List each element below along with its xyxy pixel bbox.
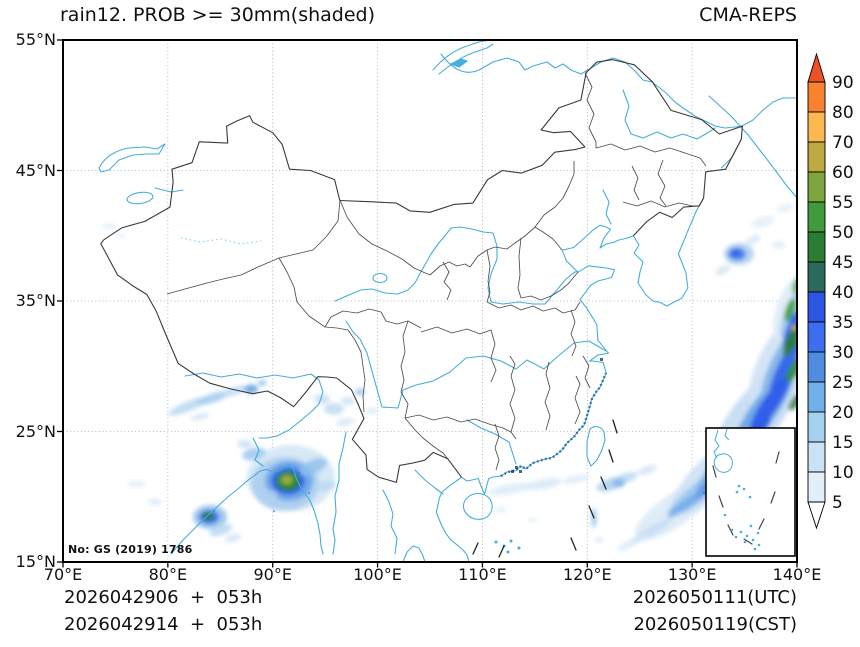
colorbar-tick-label: 40 bbox=[832, 283, 854, 303]
korea-coastline bbox=[632, 197, 705, 307]
lake-baikal bbox=[432, 40, 494, 75]
inset-dash-line bbox=[712, 451, 780, 545]
colorbar-tick-label: 10 bbox=[832, 463, 854, 483]
lon-tick-label: 70°E bbox=[43, 565, 83, 584]
lon-tick-label: 110°E bbox=[458, 565, 507, 584]
colorbar-segment bbox=[807, 411, 826, 443]
lon-tick-label: 90°E bbox=[253, 565, 292, 584]
colorbar-under-arrow bbox=[807, 501, 826, 530]
lon-tick-label: 80°E bbox=[148, 565, 188, 584]
colorbar-tick-label: 90 bbox=[832, 73, 854, 93]
colorbar: 90 80 70 60 55 50 45 40 35 30 25 20 15 10 5 bbox=[807, 52, 854, 530]
amur-river bbox=[440, 53, 797, 129]
colorbar-segment bbox=[807, 111, 826, 143]
sea-background bbox=[63, 40, 797, 562]
colorbar-segment bbox=[807, 291, 826, 323]
valid-time-utc: 2026050111(UTC) bbox=[632, 587, 797, 608]
colorbar-tick-label: 20 bbox=[832, 403, 854, 423]
mekong-river bbox=[382, 489, 398, 555]
lat-tick-label: 55°N bbox=[15, 30, 56, 49]
gulf-of-thailand-coast bbox=[402, 545, 426, 562]
colorbar-tick-label: 70 bbox=[832, 133, 854, 153]
brahmaputra-river bbox=[184, 372, 324, 439]
songhua-river bbox=[622, 89, 716, 140]
inset-hainan bbox=[713, 453, 733, 473]
lon-tick-label: 120°E bbox=[562, 565, 612, 584]
colorbar-segment bbox=[807, 381, 826, 413]
colorbar-tick-label: 5 bbox=[832, 493, 843, 513]
red-river bbox=[414, 469, 444, 495]
coastlines-rivers-lakes bbox=[98, 40, 797, 562]
qinghai-lake bbox=[372, 272, 388, 284]
gridlines bbox=[63, 40, 797, 562]
lat-tick-label: 15°N bbox=[15, 552, 56, 571]
colorbar-tick-label: 45 bbox=[832, 253, 854, 273]
pearl-delta-dots bbox=[511, 358, 603, 473]
license-note: No: GS (2019) 1786 bbox=[68, 543, 193, 556]
colorbar-segment bbox=[807, 471, 826, 503]
lat-tick-label: 45°N bbox=[15, 160, 56, 180]
ili-river bbox=[154, 187, 184, 193]
valid-time-cst: 2026050119(CST) bbox=[633, 614, 797, 635]
colorbar-tick-label: 55 bbox=[832, 193, 854, 213]
colorbar-tick-label: 50 bbox=[832, 223, 854, 243]
init-time-utc: 2026042906 + 053h bbox=[64, 587, 263, 608]
colorbar-segment bbox=[807, 201, 826, 233]
lon-tick-label: 140°E bbox=[772, 565, 822, 584]
yangtze-river bbox=[345, 320, 607, 409]
irrawaddy-river bbox=[332, 431, 347, 555]
colorbar-segment bbox=[807, 81, 826, 113]
colorbar-over-arrow bbox=[807, 52, 826, 83]
ganges-river bbox=[252, 437, 264, 467]
colorbar-tick-label: 35 bbox=[832, 313, 854, 333]
colorbar-segment bbox=[807, 321, 826, 353]
colorbar-segment bbox=[807, 261, 826, 293]
colorbar-segment bbox=[807, 171, 826, 203]
colorbar-segment bbox=[807, 351, 826, 383]
primorye-coastline bbox=[708, 95, 797, 199]
footer-valid-times: 2026050111(UTC) 2026050119(CST) bbox=[633, 584, 797, 638]
colorbar-segment bbox=[807, 141, 826, 173]
colorbar-tick-label: 30 bbox=[832, 343, 854, 363]
border-west-south bbox=[100, 239, 462, 483]
colorbar-tick-label: 80 bbox=[832, 103, 854, 123]
border-northeast-north bbox=[103, 59, 743, 241]
china-coastline bbox=[460, 224, 634, 495]
map-canvas bbox=[57, 39, 798, 568]
bengal-coastline bbox=[170, 463, 324, 555]
tarim-dots bbox=[180, 237, 262, 245]
liao-river bbox=[602, 189, 612, 225]
axis-ticks bbox=[57, 39, 798, 568]
model-label: CMA-REPS bbox=[699, 4, 797, 26]
colorbar-tick-label: 15 bbox=[832, 433, 854, 453]
lat-tick-label: 25°N bbox=[15, 421, 56, 441]
colorbar-segment bbox=[807, 231, 826, 263]
pearl-river bbox=[466, 419, 517, 465]
yellow-river bbox=[334, 226, 578, 305]
colorbar-segment bbox=[807, 441, 826, 473]
lon-tick-label: 100°E bbox=[353, 565, 402, 584]
lat-tick-label: 35°N bbox=[15, 291, 56, 310]
taiwan-island bbox=[586, 426, 606, 467]
inset-islands bbox=[723, 484, 761, 551]
hainan-island bbox=[462, 492, 493, 520]
province-boundaries bbox=[166, 72, 707, 471]
south-china-sea-inset bbox=[705, 427, 796, 557]
nine-dash-line bbox=[472, 419, 618, 558]
lake-issyk-kul bbox=[126, 191, 154, 205]
page-title: rain12. PROB >= 30mm(shaded) bbox=[60, 4, 376, 26]
china-borders bbox=[100, 59, 743, 483]
lon-tick-label: 130°E bbox=[667, 565, 717, 584]
footer-init-times: 2026042906 + 053h 2026042914 + 053h bbox=[64, 584, 262, 638]
colorbar-tick-label: 60 bbox=[832, 163, 854, 183]
colorbar-tick-label: 25 bbox=[832, 373, 854, 393]
vietnam-coastline bbox=[435, 476, 470, 562]
init-time-cst: 2026042914 + 053h bbox=[64, 614, 263, 635]
lake-balkhash bbox=[98, 143, 166, 173]
